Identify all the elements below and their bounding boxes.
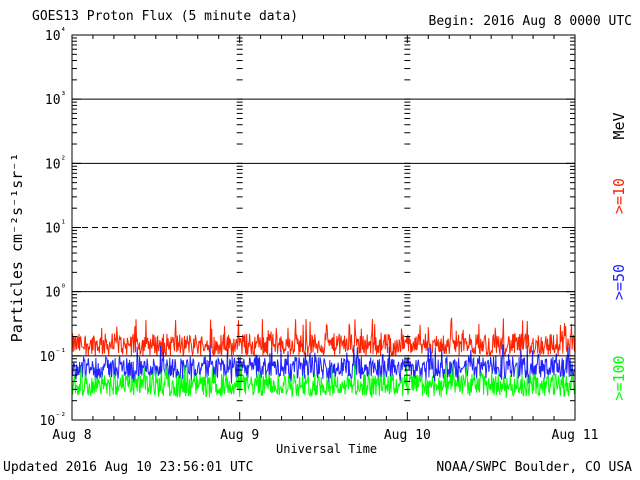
- axis-layer: [71, 34, 576, 421]
- x-tick-label: Aug 11: [552, 428, 599, 443]
- chart-title: GOES13 Proton Flux (5 minute data): [32, 9, 299, 24]
- series-layer: [71, 317, 576, 399]
- y-axis-title: Particles cm⁻²s⁻¹sr⁻¹: [8, 153, 26, 343]
- y-tick-label: 10¹: [45, 220, 66, 237]
- legend-ge10: >=10: [610, 178, 628, 214]
- x-tick-label: Aug 9: [220, 428, 259, 443]
- y-tick-label: 10²: [45, 155, 66, 172]
- label-layer: 10⁻² 10⁻¹ 10⁰ 10¹ 10² 10³ 10⁴ Aug 8 Aug 9 Aug 10 A…: [8, 27, 628, 443]
- x-tick-label: Aug 10: [384, 428, 431, 443]
- series-line-ge100: [71, 362, 576, 399]
- x-axis-title: Universal Time: [276, 442, 378, 456]
- credit-text: NOAA/SWPC Boulder, CO USA: [436, 460, 632, 475]
- grid-layer: [72, 37, 575, 421]
- legend-ge50: >=50: [610, 264, 628, 300]
- y-tick-label: 10⁻¹: [40, 348, 67, 365]
- legend-unit: MeV: [610, 112, 628, 139]
- updated-timestamp: Updated 2016 Aug 10 23:56:01 UTC: [3, 460, 254, 475]
- series-line-ge50: [71, 344, 576, 385]
- begin-time: Begin: 2016 Aug 8 0000 UTC: [428, 14, 633, 29]
- y-tick-label: 10⁻²: [40, 412, 67, 429]
- series-line-ge10: [71, 317, 576, 357]
- x-tick-label: Aug 8: [52, 428, 91, 443]
- legend-ge100: >=100: [610, 355, 628, 400]
- y-tick-label: 10⁰: [45, 284, 66, 301]
- y-tick-label: 10⁴: [45, 27, 66, 44]
- y-tick-label: 10³: [45, 91, 66, 108]
